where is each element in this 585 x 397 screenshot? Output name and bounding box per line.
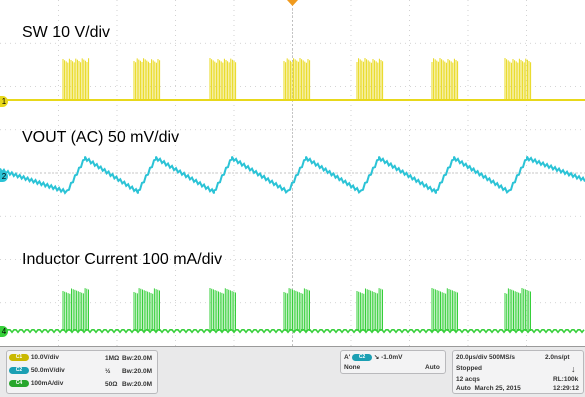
record-length: RL:100k bbox=[553, 376, 579, 383]
sample-rate: 500MS/s bbox=[489, 354, 516, 361]
ch4-settings-row[interactable]: C4 100mA/div bbox=[9, 380, 63, 387]
trigger-source-a: A' bbox=[344, 354, 351, 361]
ch1-settings-row[interactable]: C1 10.0V/div bbox=[9, 354, 59, 361]
ch1-switching-burst bbox=[283, 58, 311, 100]
auto-label: Auto bbox=[456, 385, 471, 392]
date: March 25, 2015 bbox=[474, 385, 521, 392]
ch4-current-burst bbox=[504, 288, 531, 331]
ch4-bandwidth: Bw:20.0M bbox=[122, 381, 152, 388]
single-arrow-icon: ↓ bbox=[571, 364, 576, 374]
trigger-position-icon bbox=[287, 0, 298, 6]
ch1-ground-marker[interactable]: 1 bbox=[0, 96, 8, 107]
sw-channel-label: SW 10 V/div bbox=[22, 24, 111, 41]
time-of-day: 12:29:12 bbox=[553, 385, 580, 392]
ch2-settings-row[interactable]: C2 50.0mV/div bbox=[9, 367, 65, 374]
timebase-row: 20.0µs/div 500MS/s bbox=[456, 354, 515, 361]
ch4-current-burst bbox=[133, 288, 160, 331]
ch1-badge: C1 bbox=[9, 354, 29, 361]
timebase-panel[interactable]: 20.0µs/div 500MS/s 2.0ns/pt Stopped ↓ 12… bbox=[452, 350, 584, 394]
channel-settings-panel[interactable]: C1 10.0V/div C2 50.0mV/div C4 100mA/div … bbox=[6, 350, 158, 394]
ch2-badge: C2 bbox=[9, 367, 29, 374]
ch4-coupling: 50Ω bbox=[105, 381, 118, 388]
vout-channel-label: VOUT (AC) 50 mV/div bbox=[22, 129, 180, 146]
ch4-scale: 100mA/div bbox=[30, 380, 64, 388]
ch4-badge: C4 bbox=[9, 380, 29, 387]
ch1-switching-burst bbox=[504, 58, 532, 100]
ch2-scale: 50.0mV/div bbox=[30, 367, 65, 375]
trigger-row: A' C2 ↘ -1.0mV bbox=[344, 353, 402, 361]
ch1-switching-burst bbox=[431, 58, 459, 100]
ch2-bandwidth: Bw:20.0M bbox=[122, 368, 152, 375]
acquisition-count: 12 acqs bbox=[456, 376, 480, 383]
waveform-canvas bbox=[0, 0, 585, 346]
ch4-current-burst bbox=[431, 288, 458, 331]
ch1-switching-burst bbox=[356, 58, 384, 100]
ch1-coupling: 1MΩ bbox=[105, 355, 120, 362]
inductor-current-label: Inductor Current 100 mA/div bbox=[22, 251, 223, 268]
time-per-div: 20.0µs/div bbox=[456, 354, 488, 361]
ch4-current-burst bbox=[209, 288, 236, 331]
ch1-bandwidth: Bw:20.0M bbox=[122, 355, 152, 362]
ch2-vout-ripple bbox=[0, 156, 585, 195]
ch4-current-burst bbox=[356, 288, 383, 331]
waveform-display: SW 10 V/div VOUT (AC) 50 mV/div Inductor… bbox=[0, 0, 585, 346]
ch2-coupling: ½ bbox=[105, 368, 111, 375]
ch1-scale: 10.0V/div bbox=[30, 354, 59, 362]
ch1-switching-burst bbox=[209, 58, 237, 100]
trigger-mode: Auto bbox=[425, 364, 440, 371]
status-bar: C1 10.0V/div C2 50.0mV/div C4 100mA/div … bbox=[0, 346, 585, 397]
trigger-level: -1.0mV bbox=[381, 354, 403, 361]
ch1-switching-burst bbox=[62, 58, 90, 100]
acquisition-state: Stopped bbox=[456, 365, 482, 372]
trigger-slope-icon: ↘ bbox=[373, 354, 380, 361]
ch4-current-burst bbox=[283, 288, 310, 331]
trigger-panel[interactable]: A' C2 ↘ -1.0mV None Auto bbox=[340, 350, 446, 374]
ch4-ground-marker[interactable]: 4 bbox=[0, 326, 8, 337]
ch2-ground-marker[interactable]: 2 bbox=[0, 171, 8, 182]
date-row: Auto March 25, 2015 bbox=[456, 385, 521, 392]
trigger-channel-badge: C2 bbox=[352, 353, 373, 361]
ch1-switching-burst bbox=[133, 58, 161, 100]
time-per-point: 2.0ns/pt bbox=[545, 354, 570, 361]
ch4-current-burst bbox=[62, 288, 89, 331]
trigger-none: None bbox=[344, 364, 361, 371]
